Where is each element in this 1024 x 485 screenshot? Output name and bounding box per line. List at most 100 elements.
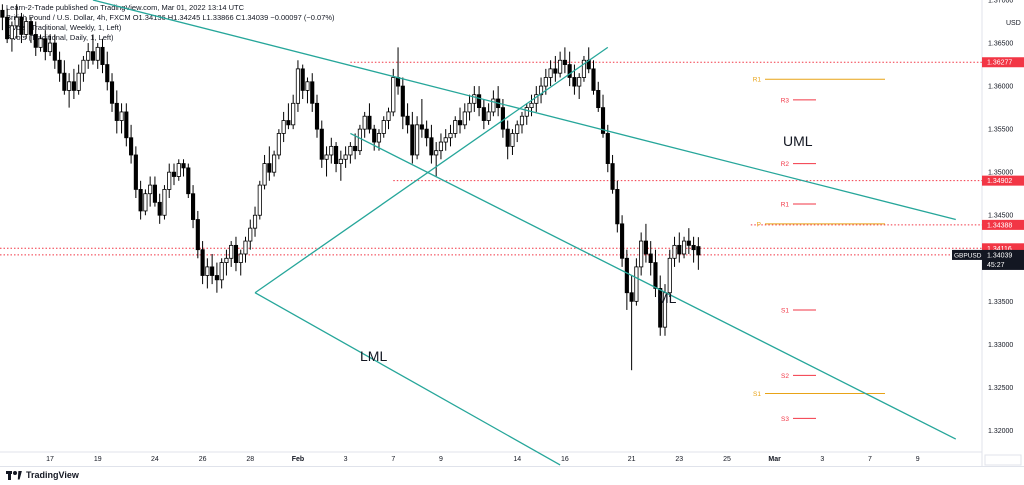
- candle[interactable]: [424, 128, 429, 139]
- pitchfork-uml-line[interactable]: [92, 0, 956, 221]
- symbol-ohlc-legend[interactable]: British Pound / U.S. Dollar, 4h, FXCM O1…: [6, 13, 335, 22]
- candle[interactable]: [33, 34, 38, 48]
- candle[interactable]: [57, 59, 62, 74]
- candle[interactable]: [224, 257, 229, 263]
- candle[interactable]: [47, 42, 53, 53]
- candle[interactable]: [109, 81, 115, 104]
- candle[interactable]: [500, 107, 505, 130]
- candle[interactable]: [343, 154, 348, 160]
- candle[interactable]: [295, 68, 301, 104]
- candle[interactable]: [591, 68, 596, 91]
- candle[interactable]: [615, 189, 620, 225]
- candle[interactable]: [71, 81, 76, 91]
- candle[interactable]: [558, 59, 563, 74]
- candle[interactable]: [491, 98, 496, 113]
- candle[interactable]: [205, 266, 210, 276]
- candle[interactable]: [448, 133, 453, 139]
- candle[interactable]: [600, 107, 606, 134]
- candle[interactable]: [353, 145, 358, 152]
- candle[interactable]: [286, 120, 291, 126]
- candle[interactable]: [233, 244, 239, 263]
- candle[interactable]: [9, 25, 14, 40]
- candle[interactable]: [219, 262, 224, 281]
- candle[interactable]: [14, 16, 19, 27]
- candle[interactable]: [238, 253, 243, 263]
- candle[interactable]: [519, 115, 525, 126]
- candle[interactable]: [648, 253, 653, 263]
- candle[interactable]: [362, 115, 367, 130]
- candle[interactable]: [681, 240, 687, 255]
- pivots-weekly-legend[interactable]: Pivots (Traditional, Weekly, 1, Left): [6, 23, 122, 32]
- pitchfork-lml-line[interactable]: [254, 292, 561, 466]
- candle[interactable]: [696, 246, 701, 256]
- candle[interactable]: [305, 81, 310, 91]
- candle[interactable]: [129, 137, 134, 156]
- candle[interactable]: [324, 154, 329, 160]
- candle[interactable]: [357, 128, 362, 152]
- candle[interactable]: [186, 167, 191, 195]
- candle[interactable]: [300, 68, 305, 91]
- candle[interactable]: [248, 227, 253, 242]
- price-axis[interactable]: [982, 0, 1024, 466]
- candle[interactable]: [52, 42, 57, 61]
- candle[interactable]: [5, 16, 10, 40]
- candle[interactable]: [262, 163, 267, 186]
- candle[interactable]: [386, 111, 391, 121]
- candle[interactable]: [667, 257, 672, 294]
- candle[interactable]: [90, 51, 96, 61]
- candle[interactable]: [81, 59, 86, 74]
- candle[interactable]: [171, 171, 177, 177]
- candle[interactable]: [677, 244, 682, 255]
- candle[interactable]: [567, 64, 572, 78]
- candle[interactable]: [391, 77, 396, 113]
- candle[interactable]: [281, 120, 286, 134]
- candle[interactable]: [329, 145, 334, 156]
- candle[interactable]: [372, 128, 377, 143]
- candle[interactable]: [138, 189, 143, 212]
- candle[interactable]: [405, 115, 410, 126]
- tradingview-logo[interactable]: TradingView: [6, 470, 79, 480]
- candle[interactable]: [367, 115, 372, 130]
- candle[interactable]: [19, 16, 24, 35]
- candle[interactable]: [38, 38, 43, 48]
- candle[interactable]: [181, 163, 186, 169]
- candle[interactable]: [639, 240, 644, 268]
- candle[interactable]: [338, 158, 343, 164]
- candle[interactable]: [195, 219, 200, 251]
- candle[interactable]: [577, 77, 582, 87]
- candle[interactable]: [105, 64, 110, 83]
- candle[interactable]: [524, 107, 529, 117]
- candle[interactable]: [190, 193, 196, 220]
- candle[interactable]: [624, 257, 629, 294]
- candle[interactable]: [291, 102, 296, 126]
- candle[interactable]: [62, 72, 67, 91]
- candle[interactable]: [133, 154, 138, 190]
- candle[interactable]: [438, 141, 444, 152]
- candle[interactable]: [100, 46, 105, 65]
- candle[interactable]: [410, 124, 415, 156]
- candle[interactable]: [510, 133, 515, 147]
- candle[interactable]: [415, 124, 420, 156]
- candle[interactable]: [400, 85, 405, 117]
- candle[interactable]: [252, 214, 258, 229]
- candle[interactable]: [553, 68, 558, 74]
- candle[interactable]: [243, 240, 248, 255]
- candle[interactable]: [348, 145, 353, 156]
- candle[interactable]: [395, 77, 401, 87]
- candle[interactable]: [200, 249, 205, 276]
- candle[interactable]: [596, 90, 601, 109]
- candle[interactable]: [453, 120, 458, 134]
- pitchfork-ml-line[interactable]: [350, 132, 957, 440]
- candle[interactable]: [143, 193, 148, 212]
- candle[interactable]: [376, 133, 382, 143]
- candle[interactable]: [505, 128, 510, 147]
- candle[interactable]: [176, 163, 181, 177]
- candle[interactable]: [319, 128, 324, 160]
- candle[interactable]: [686, 240, 691, 246]
- candle[interactable]: [515, 124, 520, 134]
- candle[interactable]: [276, 133, 281, 156]
- candle[interactable]: [643, 240, 648, 255]
- candle[interactable]: [443, 137, 448, 143]
- candle[interactable]: [28, 21, 34, 35]
